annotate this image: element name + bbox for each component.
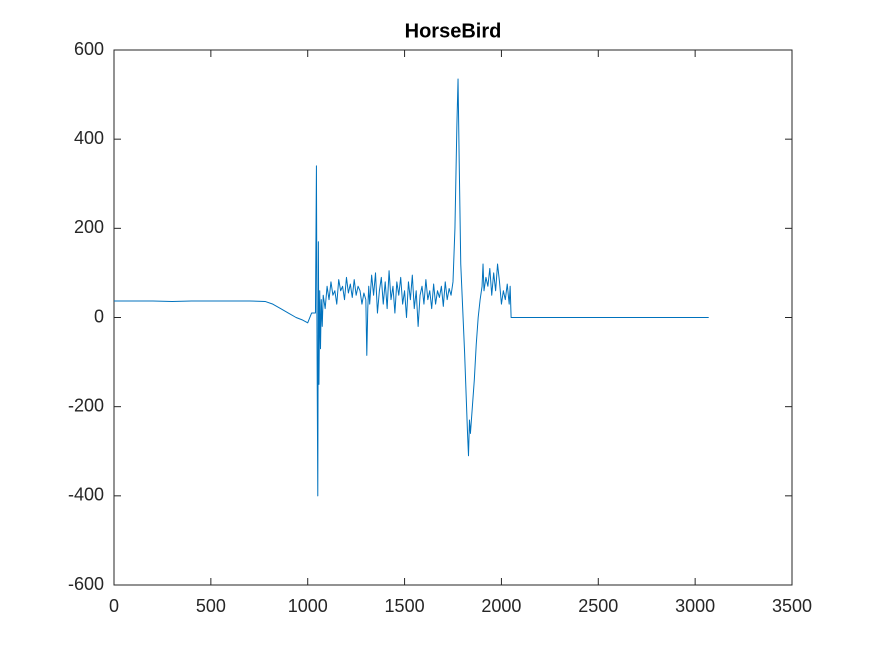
y-tick-label: 0 <box>94 306 104 326</box>
data-line <box>114 78 709 497</box>
x-tick-label: 1000 <box>288 596 328 616</box>
x-tick-label: 1500 <box>385 596 425 616</box>
x-tick-label: 0 <box>109 596 119 616</box>
y-tick-label: 600 <box>74 39 104 59</box>
x-tick-label: 2000 <box>481 596 521 616</box>
x-tick-label: 3500 <box>772 596 812 616</box>
x-tick-label: 2500 <box>578 596 618 616</box>
y-tick-label: -600 <box>68 574 104 594</box>
x-tick-label: 3000 <box>675 596 715 616</box>
y-tick-label: -200 <box>68 395 104 415</box>
y-tick-label: 200 <box>74 217 104 237</box>
y-tick-label: 400 <box>74 128 104 148</box>
y-tick-label: -400 <box>68 485 104 505</box>
chart-title: HorseBird <box>405 20 502 42</box>
x-tick-label: 500 <box>196 596 226 616</box>
